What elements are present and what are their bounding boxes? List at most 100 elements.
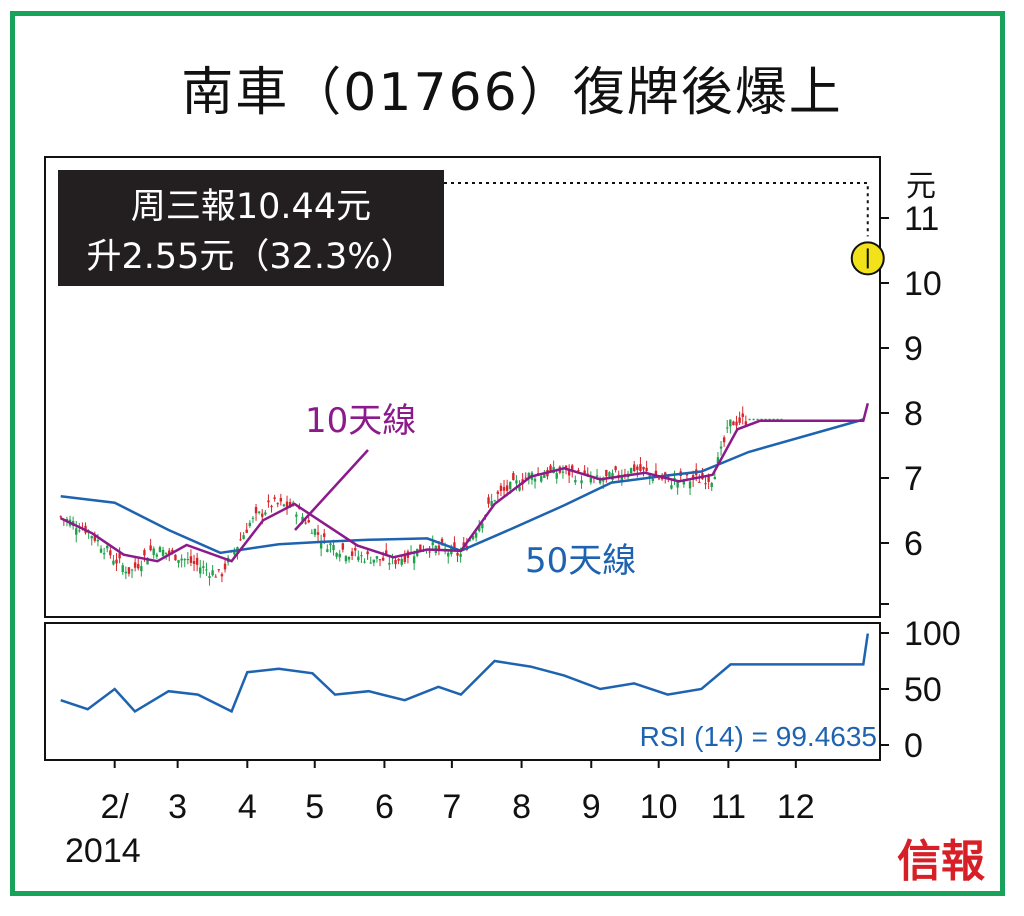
candle-body [614, 466, 617, 471]
candle-body [319, 541, 323, 549]
candle-body [183, 559, 186, 561]
candle-body [447, 552, 450, 557]
candle-body [341, 543, 345, 550]
y-tick-label: 9 [904, 330, 923, 368]
candle-body [344, 556, 348, 562]
candle-body [589, 477, 593, 483]
rsi-label: RSI (14) = 99.4635 [640, 721, 877, 752]
candle-body [698, 481, 701, 483]
candle-body [543, 474, 546, 478]
candle-body [654, 470, 658, 477]
candle-body [608, 472, 611, 477]
candle-body [133, 562, 137, 568]
candle-body [704, 483, 707, 485]
candle-body [412, 556, 416, 564]
candle-body [168, 550, 171, 554]
candle-body [239, 539, 242, 541]
candle-body [735, 421, 738, 426]
candle-body [310, 532, 314, 534]
candle-body [149, 545, 152, 551]
candle-body [130, 569, 134, 571]
candle-body [276, 503, 279, 505]
candle-body [372, 559, 376, 563]
candle-body [257, 511, 261, 513]
candle-body [397, 558, 400, 561]
candle-body [722, 437, 726, 443]
candle-body [509, 482, 512, 490]
x-tick-label: 7 [442, 788, 461, 826]
candle-body [598, 479, 602, 484]
candle-body [571, 465, 574, 472]
candle-body [713, 476, 717, 480]
candle-body [645, 467, 648, 472]
candle-body [233, 550, 236, 555]
candle-body [481, 523, 484, 529]
candle-body [719, 446, 723, 449]
candle-body [493, 500, 496, 502]
candle-body [332, 544, 335, 551]
candle-body [177, 560, 180, 563]
candle-body [295, 514, 298, 517]
candle-body [360, 555, 363, 557]
rsi-tick-label: 0 [904, 727, 923, 765]
candle-body [732, 421, 735, 426]
candle-body [388, 562, 391, 565]
candle-body [505, 485, 509, 491]
candle-body [65, 518, 69, 521]
candle-body [211, 570, 214, 576]
candle-body [90, 536, 93, 539]
candle-body [496, 491, 500, 494]
y-tick-label: 11 [904, 200, 939, 238]
candle-body [109, 550, 112, 556]
candle-body [264, 512, 267, 515]
candle-body [583, 470, 586, 474]
candle-body [189, 556, 193, 563]
candle-body [78, 530, 81, 532]
candle-body [248, 522, 252, 526]
candle-body [605, 469, 608, 477]
x-tick-label: 6 [375, 788, 394, 826]
candle-body [152, 548, 155, 555]
candle-body [682, 480, 686, 485]
candle-body [456, 552, 459, 556]
candle-body [515, 480, 518, 484]
candle-body [316, 532, 320, 535]
candle-body [208, 576, 211, 578]
candle-body [118, 553, 121, 559]
candle-body [533, 478, 537, 482]
candle-body [146, 557, 149, 565]
candle-body [158, 547, 162, 553]
candle-body [549, 465, 552, 471]
candle-body [394, 559, 397, 565]
candle-body [354, 548, 357, 551]
candle-body [102, 553, 106, 555]
candle-body [323, 533, 326, 537]
candle-body [171, 549, 174, 552]
candle-body [180, 558, 183, 561]
candle-body [710, 483, 713, 488]
candle-body [729, 419, 732, 427]
candle-body [499, 485, 503, 491]
candle-body [490, 500, 493, 507]
candle-body [642, 466, 645, 470]
candle-body [381, 557, 385, 561]
candle-body [369, 562, 372, 564]
candle-body [707, 475, 710, 482]
candle-body [199, 567, 202, 574]
candle-body [577, 470, 580, 472]
candle-body [629, 467, 633, 474]
candle-body [636, 466, 639, 470]
candle-body [338, 553, 341, 558]
candle-body [685, 473, 689, 476]
candle-body [478, 525, 481, 532]
candle-body [540, 476, 543, 482]
candle-body [140, 566, 143, 572]
candle-body [471, 535, 475, 540]
ma50-label: 50天線 [525, 541, 636, 581]
candle-body [195, 557, 199, 565]
x-tick-label: 3 [168, 788, 187, 826]
candle-body [245, 529, 248, 533]
candle-body [620, 475, 624, 482]
price-panel [44, 156, 881, 618]
